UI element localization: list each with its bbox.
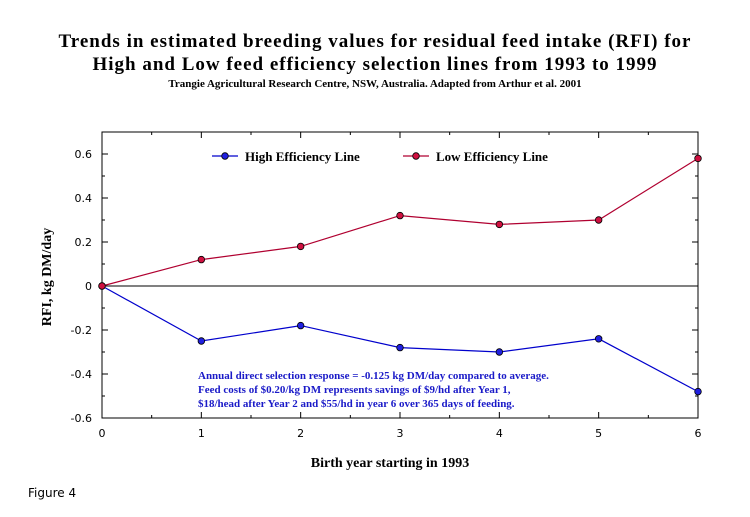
data-point (694, 387, 702, 396)
data-point (396, 343, 404, 352)
y-tick-label: 0.4 (75, 192, 93, 205)
y-tick-label: -0.4 (71, 368, 92, 381)
y-tick-label: 0 (85, 280, 92, 293)
annotation-line: Feed costs of $0.20/kg DM represents sav… (198, 384, 511, 396)
x-tick-label: 4 (496, 427, 503, 440)
x-tick-label: 1 (198, 427, 205, 440)
y-tick-label: -0.6 (71, 412, 92, 425)
y-axis-label: RFI, kg DM/day (40, 228, 55, 326)
data-point (495, 348, 504, 356)
y-tick-label: -0.2 (71, 324, 92, 337)
legend-entry: High Efficiency Line (245, 149, 360, 164)
data-point (594, 335, 603, 343)
x-tick-label: 5 (595, 427, 602, 440)
figure-caption: Figure 4 (28, 486, 77, 500)
series-line (101, 157, 699, 287)
data-point (197, 255, 206, 264)
chart-series (98, 154, 702, 396)
data-point (396, 211, 404, 220)
x-tick-label: 0 (99, 427, 106, 440)
data-point (296, 321, 305, 330)
chart-axes: -0.6 -0.4 -0.2 0 0.2 0.4 0.6 0 1 2 3 4 5 6 (71, 131, 702, 440)
annotation-line: $18/head after Year 2 and $55/hd in year… (198, 398, 515, 410)
annotation-line: Annual direct selection response = -0.12… (198, 370, 549, 382)
chart-subtitle: Trangie Agricultural Research Centre, NS… (168, 78, 582, 90)
x-tick-label: 2 (297, 427, 304, 440)
chart-title-line2: High and Low feed efficiency selection l… (92, 54, 658, 75)
data-point (296, 242, 305, 251)
data-point (98, 282, 106, 290)
data-point (694, 154, 702, 163)
y-tick-label: 0.2 (75, 236, 93, 249)
data-point (594, 216, 603, 224)
x-axis-label: Birth year starting in 1993 (311, 456, 469, 471)
x-tick-label: 3 (397, 427, 404, 440)
x-tick-label: 6 (695, 427, 702, 440)
legend-marker (221, 152, 229, 160)
chart-annotation: Annual direct selection response = -0.12… (198, 370, 549, 410)
legend-marker (412, 152, 420, 160)
chart-legend: High Efficiency Line Low Efficiency Line (212, 149, 548, 164)
chart-title: Trends in estimated breeding values for … (58, 31, 692, 52)
data-point (197, 337, 206, 345)
y-tick-label: 0.6 (75, 148, 93, 161)
data-point (495, 220, 504, 229)
legend-entry: Low Efficiency Line (436, 149, 548, 164)
